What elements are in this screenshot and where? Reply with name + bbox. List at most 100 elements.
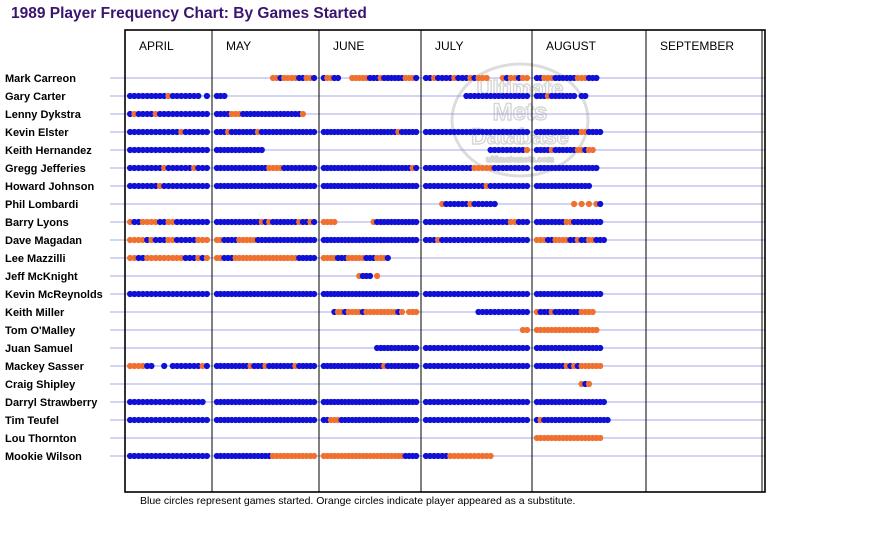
substitute-dot xyxy=(178,254,185,262)
game-started-dot xyxy=(186,182,193,190)
game-started-dot xyxy=(173,452,181,460)
player-name: Jeff McKnight xyxy=(5,271,78,283)
game-started-dot xyxy=(186,290,193,298)
game-started-dot xyxy=(178,182,185,190)
game-started-dot xyxy=(173,92,181,100)
game-started-dot xyxy=(173,362,181,370)
game-started-dot xyxy=(523,164,531,172)
game-started-dot xyxy=(152,452,159,460)
game-started-dot xyxy=(203,110,210,118)
game-started-dot xyxy=(165,452,172,460)
month-label: JULY xyxy=(435,39,463,53)
substitute-dot xyxy=(331,218,338,226)
game-started-dot xyxy=(148,164,155,172)
substitute-dot xyxy=(203,254,210,262)
game-started-dot xyxy=(199,182,206,190)
game-started-dot xyxy=(311,128,318,136)
watermark-ring xyxy=(450,62,590,178)
game-started-dot xyxy=(152,182,159,190)
player-name: Lou Thornton xyxy=(5,433,77,445)
game-started-dot xyxy=(195,398,202,406)
substitute-dot xyxy=(374,272,381,280)
game-started-dot xyxy=(161,146,168,154)
game-started-dot xyxy=(186,254,193,262)
game-started-dot xyxy=(413,398,420,406)
game-started-dot xyxy=(311,362,318,370)
game-started-dot xyxy=(186,452,193,460)
month-label: MAY xyxy=(226,39,251,53)
game-started-dot xyxy=(165,416,172,424)
game-started-dot xyxy=(152,164,159,172)
substitute-dot xyxy=(139,362,146,370)
game-started-dot xyxy=(334,74,342,82)
game-started-dot xyxy=(195,164,202,172)
game-started-dot xyxy=(161,236,168,244)
game-started-dot xyxy=(199,254,206,262)
substitute-dot xyxy=(299,110,306,118)
substitute-dot xyxy=(148,218,155,226)
game-started-dot xyxy=(523,182,531,190)
game-started-dot xyxy=(173,398,181,406)
game-started-dot xyxy=(161,398,168,406)
game-started-dot xyxy=(127,452,134,460)
substitute-dot xyxy=(152,254,159,262)
substitute-dot xyxy=(148,236,155,244)
substitute-dot xyxy=(178,128,185,136)
game-started-dot xyxy=(139,146,146,154)
substitute-dot xyxy=(165,92,172,100)
game-started-dot xyxy=(131,398,138,406)
game-started-dot xyxy=(127,110,134,118)
game-started-dot xyxy=(165,290,172,298)
game-started-dot xyxy=(311,290,318,298)
game-started-dot xyxy=(178,92,185,100)
game-started-dot xyxy=(178,416,185,424)
month-label: JUNE xyxy=(333,39,364,53)
game-started-dot xyxy=(413,128,420,136)
game-started-dot xyxy=(186,92,193,100)
game-started-dot xyxy=(203,92,210,100)
game-started-dot xyxy=(195,362,202,370)
game-started-dot xyxy=(413,452,420,460)
substitute-dot xyxy=(131,236,138,244)
game-started-dot xyxy=(413,290,420,298)
game-started-dot xyxy=(148,416,155,424)
game-started-dot xyxy=(199,452,206,460)
game-started-dot xyxy=(131,182,138,190)
month-grid xyxy=(211,30,763,492)
game-started-dot xyxy=(593,164,600,172)
game-started-dot xyxy=(139,182,146,190)
player-name: Dave Magadan xyxy=(5,235,82,247)
game-started-dot xyxy=(173,146,181,154)
substitute-dot xyxy=(131,254,138,262)
substitute-dot xyxy=(487,452,494,460)
game-started-dot xyxy=(221,92,228,100)
substitute-dot xyxy=(161,254,168,262)
game-started-dot xyxy=(161,290,168,298)
game-started-dot xyxy=(523,290,531,298)
substitute-dot xyxy=(127,218,134,226)
game-started-dot xyxy=(195,182,202,190)
game-started-dot xyxy=(311,398,318,406)
player-name: Gregg Jefferies xyxy=(5,163,86,175)
game-started-dot xyxy=(199,146,206,154)
game-started-dot xyxy=(199,416,206,424)
game-started-dot xyxy=(178,452,185,460)
game-started-dot xyxy=(131,290,138,298)
player-name: Barry Lyons xyxy=(5,217,69,229)
game-started-dot xyxy=(199,218,206,226)
game-started-dot xyxy=(152,290,159,298)
game-started-dot xyxy=(148,128,155,136)
game-started-dot xyxy=(186,110,193,118)
game-started-dot xyxy=(597,200,604,208)
player-names: Mark Carreon Gary Carter Lenny Dykstra Kevi… xyxy=(5,73,103,463)
game-started-dot xyxy=(597,344,604,352)
game-started-dot xyxy=(186,236,193,244)
game-started-dot xyxy=(139,128,146,136)
game-started-dot xyxy=(203,218,210,226)
game-started-dot xyxy=(311,218,318,226)
substitute-dot xyxy=(571,200,578,208)
game-started-dot xyxy=(203,452,210,460)
player-name: Juan Samuel xyxy=(5,343,73,355)
game-started-dot xyxy=(127,416,134,424)
player-name: Gary Carter xyxy=(5,91,66,103)
